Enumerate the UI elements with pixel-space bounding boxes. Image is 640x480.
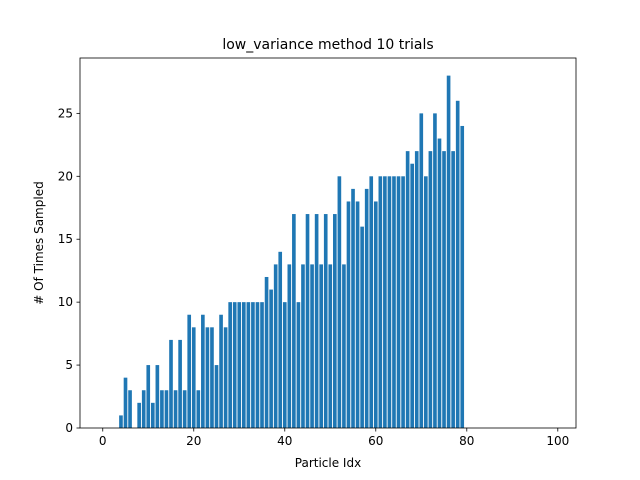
bar-14 xyxy=(164,390,169,428)
bar-59 xyxy=(369,176,374,428)
bar-79 xyxy=(460,125,465,429)
bar-60 xyxy=(373,201,378,428)
bar-34 xyxy=(255,302,260,428)
bar-6 xyxy=(128,390,132,428)
bar-40 xyxy=(282,302,287,428)
bar-74 xyxy=(437,138,442,428)
bar-55 xyxy=(351,188,355,428)
bar-44 xyxy=(301,264,305,428)
bar-50 xyxy=(328,264,333,428)
y-tick-label: 20 xyxy=(58,169,73,183)
bar-32 xyxy=(246,302,251,428)
bar-26 xyxy=(219,314,223,428)
bar-62 xyxy=(383,176,387,428)
bar-78 xyxy=(455,100,460,428)
bar-53 xyxy=(342,264,346,428)
bar-41 xyxy=(287,264,292,428)
y-tick-label: 10 xyxy=(58,295,73,309)
bars-group xyxy=(119,75,465,429)
bar-5 xyxy=(123,377,128,428)
bar-28 xyxy=(228,302,232,428)
bar-12 xyxy=(155,365,160,428)
bar-35 xyxy=(260,302,264,428)
bar-66 xyxy=(401,176,405,428)
bar-56 xyxy=(355,201,360,428)
bar-51 xyxy=(333,214,337,428)
bar-42 xyxy=(292,214,296,428)
bar-68 xyxy=(410,163,415,428)
bar-67 xyxy=(405,151,410,428)
bar-22 xyxy=(201,314,205,428)
bar-69 xyxy=(414,151,419,428)
bar-30 xyxy=(237,302,242,428)
bar-24 xyxy=(210,327,214,428)
bar-58 xyxy=(364,188,369,428)
bar-63 xyxy=(387,176,392,428)
bar-77 xyxy=(451,151,455,428)
bar-71 xyxy=(424,176,428,428)
bar-31 xyxy=(241,302,246,428)
y-axis-ticks: 0 5 10 15 20 25 xyxy=(58,106,80,435)
bar-4 xyxy=(119,415,123,428)
bar-61 xyxy=(378,176,383,428)
bar-20 xyxy=(191,327,196,428)
x-tick-label: 20 xyxy=(186,434,201,448)
x-axis-label: Particle Idx xyxy=(295,456,361,470)
y-tick-label: 5 xyxy=(65,358,73,372)
y-axis-label: # Of Times Sampled xyxy=(32,181,46,304)
bar-73 xyxy=(433,113,437,429)
bar-43 xyxy=(296,302,301,428)
bar-54 xyxy=(346,201,351,428)
bar-8 xyxy=(137,402,141,428)
bar-21 xyxy=(196,390,201,428)
x-tick-label: 0 xyxy=(99,434,107,448)
y-tick-label: 25 xyxy=(58,106,73,120)
bar-72 xyxy=(428,151,433,428)
bar-64 xyxy=(392,176,396,428)
bar-52 xyxy=(337,176,342,428)
x-tick-label: 60 xyxy=(368,434,383,448)
y-tick-label: 0 xyxy=(65,421,73,435)
bar-9 xyxy=(141,390,146,428)
bar-65 xyxy=(396,176,401,428)
bar-33 xyxy=(251,302,255,428)
bar-37 xyxy=(269,289,273,428)
bar-57 xyxy=(360,226,364,428)
bar-48 xyxy=(319,264,323,428)
bar-38 xyxy=(273,264,278,428)
bar-76 xyxy=(446,75,451,428)
bar-36 xyxy=(264,276,269,428)
bar-70 xyxy=(419,113,424,429)
x-tick-label: 80 xyxy=(459,434,474,448)
x-tick-label: 40 xyxy=(277,434,292,448)
bar-39 xyxy=(278,251,283,428)
bar-25 xyxy=(214,365,219,428)
bar-11 xyxy=(150,402,155,428)
bar-27 xyxy=(223,327,228,428)
bar-46 xyxy=(310,264,314,428)
bar-13 xyxy=(160,390,164,428)
bar-29 xyxy=(232,302,237,428)
bar-16 xyxy=(173,390,178,428)
bar-19 xyxy=(187,314,192,428)
bar-18 xyxy=(182,390,187,428)
bar-23 xyxy=(205,327,210,428)
bar-49 xyxy=(323,214,328,428)
bar-17 xyxy=(178,339,182,428)
x-axis-ticks: 0 20 40 60 80 100 xyxy=(99,428,569,448)
bar-10 xyxy=(146,365,151,428)
bar-45 xyxy=(305,214,310,428)
chart-title: low_variance method 10 trials xyxy=(222,37,433,53)
plot-frame xyxy=(79,57,577,429)
x-tick-label: 100 xyxy=(546,434,569,448)
bar-75 xyxy=(442,151,446,428)
y-tick-label: 15 xyxy=(58,232,73,246)
bar-47 xyxy=(314,214,319,428)
bar-15 xyxy=(169,339,173,428)
